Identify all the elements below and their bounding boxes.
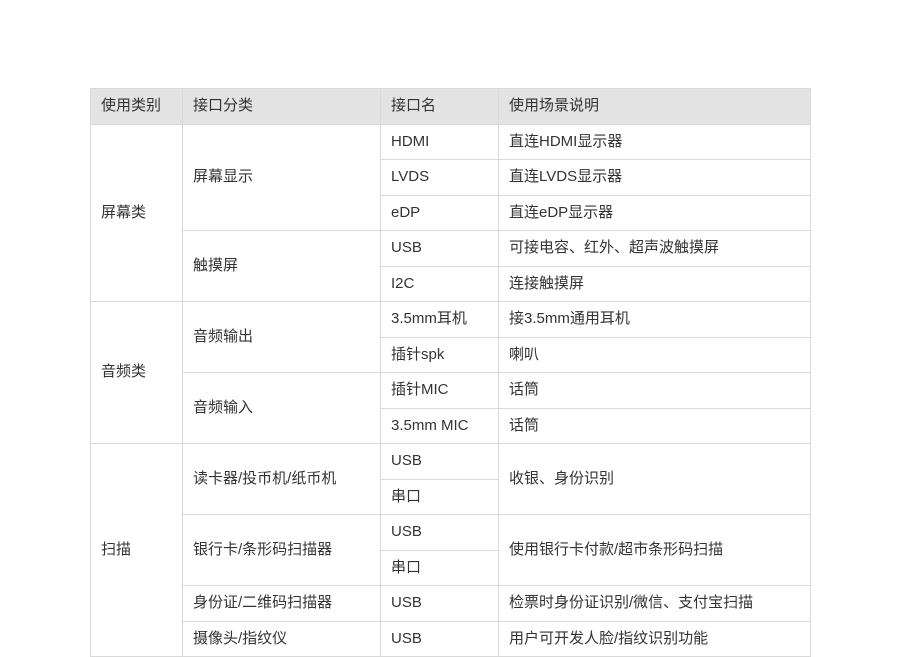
cell-name: USB <box>381 515 499 551</box>
cell-desc: 直连eDP显示器 <box>499 195 811 231</box>
cell-name: 串口 <box>381 479 499 515</box>
cell-name: I2C <box>381 266 499 302</box>
cell-category: 音频输入 <box>183 373 381 444</box>
cell-usage: 音频类 <box>91 302 183 444</box>
cell-name: USB <box>381 444 499 480</box>
cell-category: 身份证/二维码扫描器 <box>183 586 381 622</box>
col-category: 接口分类 <box>183 89 381 125</box>
table-row: 摄像头/指纹仪 USB 用户可开发人脸/指纹识别功能 <box>91 621 811 657</box>
table-row: 音频输入 插针MIC 话筒 <box>91 373 811 409</box>
table-row: 扫描 读卡器/投币机/纸币机 USB 收银、身份识别 <box>91 444 811 480</box>
cell-desc: 连接触摸屏 <box>499 266 811 302</box>
cell-desc: 使用银行卡付款/超市条形码扫描 <box>499 515 811 586</box>
cell-usage: 扫描 <box>91 444 183 657</box>
cell-category: 触摸屏 <box>183 231 381 302</box>
cell-desc: 用户可开发人脸/指纹识别功能 <box>499 621 811 657</box>
cell-name: 3.5mm MIC <box>381 408 499 444</box>
cell-desc: 收银、身份识别 <box>499 444 811 515</box>
cell-desc: 接3.5mm通用耳机 <box>499 302 811 338</box>
cell-category: 银行卡/条形码扫描器 <box>183 515 381 586</box>
table-row: 触摸屏 USB 可接电容、红外、超声波触摸屏 <box>91 231 811 267</box>
cell-category: 读卡器/投币机/纸币机 <box>183 444 381 515</box>
cell-name: LVDS <box>381 160 499 196</box>
cell-desc: 直连LVDS显示器 <box>499 160 811 196</box>
cell-category: 屏幕显示 <box>183 124 381 231</box>
cell-name: 插针spk <box>381 337 499 373</box>
cell-desc: 话筒 <box>499 408 811 444</box>
cell-desc: 话筒 <box>499 373 811 409</box>
cell-category: 音频输出 <box>183 302 381 373</box>
cell-name: eDP <box>381 195 499 231</box>
cell-name: USB <box>381 621 499 657</box>
cell-name: HDMI <box>381 124 499 160</box>
col-usage: 使用类别 <box>91 89 183 125</box>
cell-category: 摄像头/指纹仪 <box>183 621 381 657</box>
cell-name: 3.5mm耳机 <box>381 302 499 338</box>
table-row: 银行卡/条形码扫描器 USB 使用银行卡付款/超市条形码扫描 <box>91 515 811 551</box>
cell-desc: 检票时身份证识别/微信、支付宝扫描 <box>499 586 811 622</box>
table-row: 屏幕类 屏幕显示 HDMI 直连HDMI显示器 <box>91 124 811 160</box>
cell-usage: 屏幕类 <box>91 124 183 302</box>
table-header-row: 使用类别 接口分类 接口名 使用场景说明 <box>91 89 811 125</box>
col-desc: 使用场景说明 <box>499 89 811 125</box>
col-name: 接口名 <box>381 89 499 125</box>
cell-name: USB <box>381 231 499 267</box>
cell-name: 串口 <box>381 550 499 586</box>
cell-name: 插针MIC <box>381 373 499 409</box>
table-row: 音频类 音频输出 3.5mm耳机 接3.5mm通用耳机 <box>91 302 811 338</box>
cell-desc: 喇叭 <box>499 337 811 373</box>
cell-desc: 可接电容、红外、超声波触摸屏 <box>499 231 811 267</box>
cell-desc: 直连HDMI显示器 <box>499 124 811 160</box>
interface-table: 使用类别 接口分类 接口名 使用场景说明 屏幕类 屏幕显示 HDMI 直连HDM… <box>90 88 811 657</box>
cell-name: USB <box>381 586 499 622</box>
table-row: 身份证/二维码扫描器 USB 检票时身份证识别/微信、支付宝扫描 <box>91 586 811 622</box>
